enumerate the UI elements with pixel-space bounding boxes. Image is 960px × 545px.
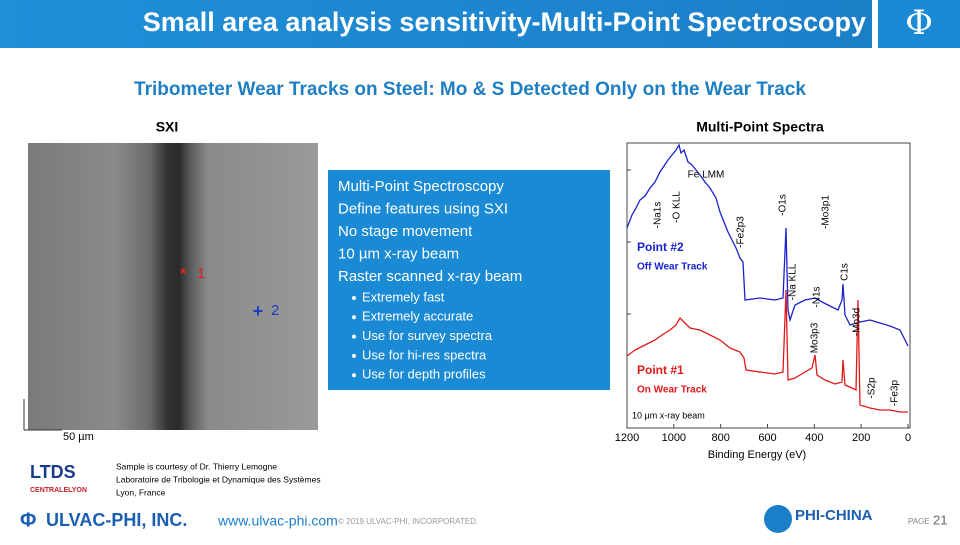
marker-label: 2 [271, 302, 279, 319]
peak-label: C1s [840, 263, 851, 281]
plot-frame [626, 142, 911, 429]
subtitle: Tribometer Wear Tracks on Steel: Mo & S … [134, 79, 806, 100]
info-bullet: Use for hi-res spectra [362, 347, 487, 362]
info-item: Multi-Point Spectroscopy [338, 178, 504, 195]
credit-line: Lyon, France [116, 487, 166, 497]
sxi-title: SXI [156, 119, 179, 135]
sxi-image [28, 143, 318, 430]
company-name: ULVAC-PHI, INC. [46, 510, 187, 530]
x-tick-label: 800 [711, 432, 729, 444]
bullet-dot [352, 334, 356, 339]
credit-line: Sample is courtesy of Dr. Thierry Lemogn… [116, 461, 277, 471]
x-axis-label: Binding Energy (eV) [708, 449, 806, 461]
copyright: © 2019 ULVAC-PHI, INCORPORATED. [338, 517, 478, 526]
spectrum-off-track [626, 143, 909, 347]
header-logo-box [878, 0, 960, 48]
info-bullet: Use for depth profiles [362, 367, 486, 382]
plot-footnote: 10 µm x-ray beam [632, 410, 705, 420]
peak-label: Mo3p3 [810, 322, 821, 353]
credit-lines: Sample is courtesy of Dr. Thierry Lemogn… [116, 461, 321, 497]
bullet-dot [352, 315, 356, 320]
info-bullet: Extremely fast [362, 289, 445, 304]
legend-name: Point #2 [637, 240, 684, 254]
peak-label: -S2p [867, 377, 878, 399]
bullet-dot [352, 296, 356, 300]
spectrum-on-track [626, 289, 908, 413]
page-number: 21 [933, 512, 947, 527]
peak-label: -N1s [812, 286, 823, 307]
marker-symbol: * [180, 266, 187, 283]
marker-symbol: + [253, 301, 264, 321]
peak-label: Fe LMM [688, 170, 725, 181]
spectra-annotations: 1200 1000 800 600 400 200 0 -Na1s -O KLL Fe LMM -F… [615, 169, 911, 444]
info-bullet: Use for survey spectra [362, 328, 493, 343]
info-item: Raster scanned x-ray beam [338, 268, 522, 285]
legend-note: Off Wear Track [637, 262, 708, 273]
brand-icon [764, 505, 792, 533]
x-tick-label: 1000 [662, 432, 686, 444]
peak-label: -Fe2p3 [736, 216, 747, 248]
legend-note: On Wear Track [637, 385, 707, 396]
spectra-title: Multi-Point Spectra [696, 119, 824, 135]
ltds-logo: LTDS [30, 462, 76, 482]
peak-label: -Fe3p [890, 380, 901, 407]
header-title: Small area analysis sensitivity-Multi-Po… [143, 7, 866, 37]
marker-label: 1 [197, 265, 205, 282]
bullet-dot [352, 373, 356, 378]
ulvac-mark: Φ [20, 509, 36, 531]
header-logo: Φ [905, 3, 933, 43]
info-item: 10 µm x-ray beam [338, 245, 459, 262]
header-bar [0, 0, 872, 48]
info-item: Define features using SXI [338, 200, 508, 217]
peak-label: -Na KLL [788, 263, 799, 300]
x-tick-label: 400 [805, 432, 823, 444]
x-tick-label: 0 [905, 432, 911, 444]
legend-name: Point #1 [637, 363, 684, 377]
scale-label: 50 µm [63, 431, 94, 443]
x-tick-label: 200 [852, 432, 870, 444]
info-box [328, 170, 610, 390]
url: www.ulvac-phi.com [217, 513, 338, 529]
peak-label: -Mo3p1 [821, 195, 832, 229]
x-tick-label: 1200 [615, 432, 639, 444]
peak-label: -Mo3d [852, 308, 863, 336]
brand: PHI-CHINA [795, 507, 873, 524]
info-bullet: Extremely accurate [362, 309, 473, 324]
peak-label: -Na1s [653, 202, 664, 229]
x-tick-label: 600 [758, 432, 776, 444]
info-list: Multi-Point Spectroscopy Define features … [338, 178, 522, 382]
page-label: PAGE [908, 517, 930, 526]
bullet-dot [352, 353, 356, 358]
centrale-logo: CENTRALELYON [30, 487, 87, 494]
credit-line: Laboratoire de Tribologie et Dynamique d… [116, 474, 321, 484]
info-item: No stage movement [338, 223, 473, 240]
peak-label: -O KLL [672, 191, 683, 223]
peak-label: -O1s [778, 194, 789, 216]
